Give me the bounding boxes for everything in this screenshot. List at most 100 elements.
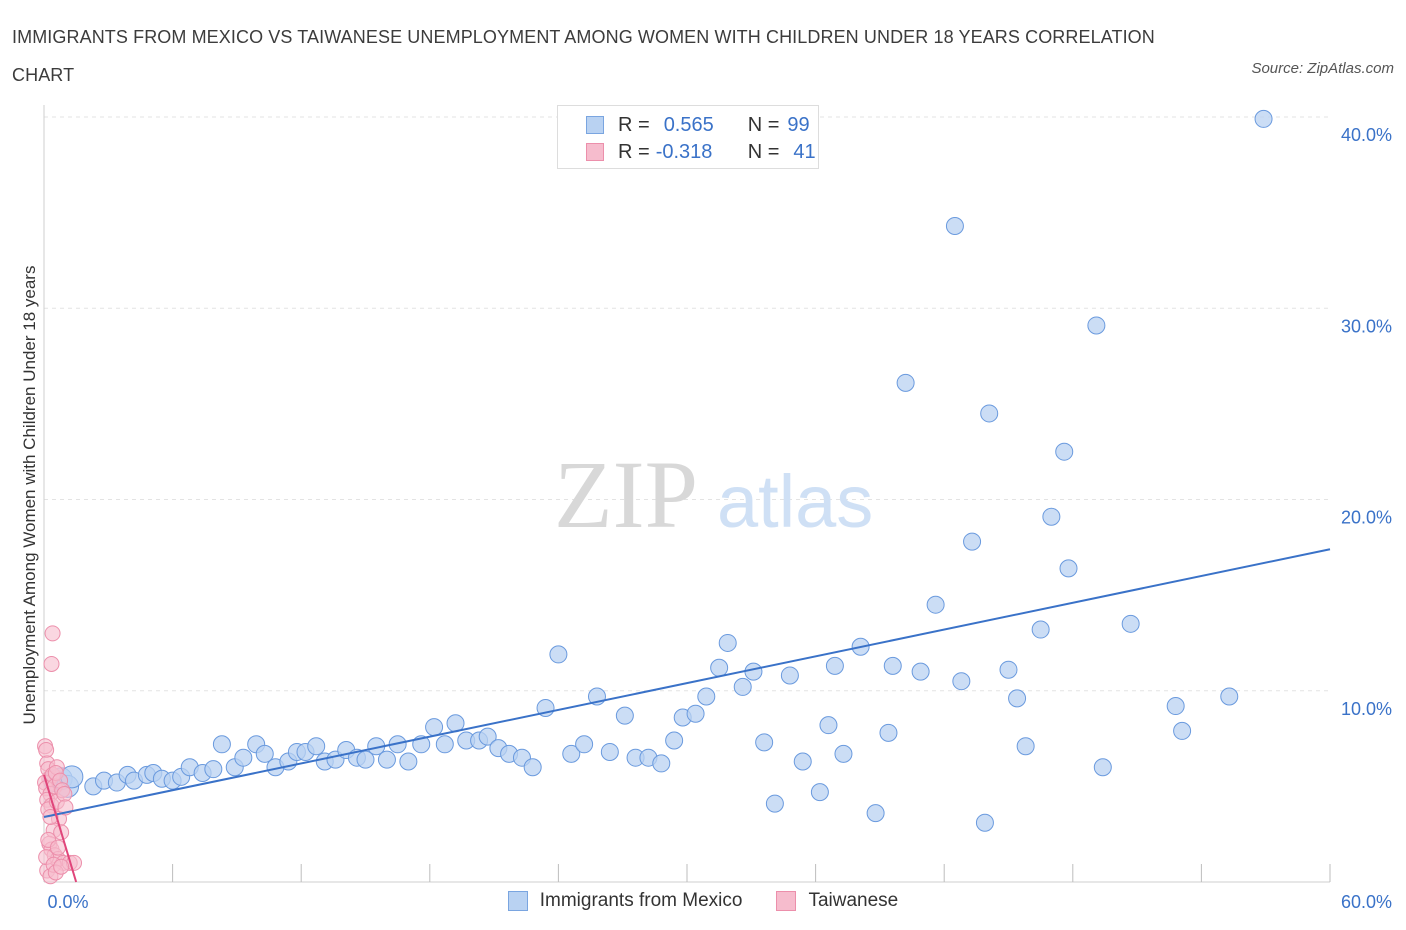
bottom-legend: Immigrants from Mexico Taiwanese — [0, 890, 1406, 912]
legend: R = 0.565 N = 99 R = -0.318 N = 41 — [557, 105, 819, 169]
point-mexico — [1087, 316, 1106, 335]
point-mexico — [911, 662, 930, 681]
point-mexico — [755, 733, 774, 752]
point-taiwanese — [53, 858, 70, 875]
legend-n-label: N = — [747, 140, 780, 163]
point-mexico — [1055, 442, 1074, 461]
point-mexico — [1121, 614, 1140, 633]
trend-line-taiwanese — [43, 774, 78, 883]
grid-lines — [44, 116, 1330, 692]
point-mexico — [1042, 507, 1061, 526]
point-mexico — [733, 677, 752, 696]
legend-r-value: -0.318 — [655, 140, 713, 163]
point-mexico — [945, 217, 964, 236]
legend-swatch-taiwanese — [586, 143, 604, 161]
bottom-legend-label-mexico: Immigrants from Mexico — [539, 890, 743, 911]
watermark-atlas: atlas — [717, 460, 873, 543]
legend-row-taiwanese: R = -0.318 N = 41 — [586, 139, 816, 165]
y-tick-label: 30.0% — [1341, 316, 1392, 336]
point-mexico — [523, 758, 542, 777]
point-mexico — [710, 658, 729, 677]
point-mexico — [575, 735, 594, 754]
point-mexico — [926, 595, 945, 614]
point-mexico — [1166, 697, 1185, 716]
point-mexico — [1173, 721, 1192, 740]
point-mexico — [204, 760, 223, 779]
point-mexico — [697, 687, 716, 706]
source-label: Source: ZipAtlas.com — [1251, 60, 1394, 77]
point-mexico — [780, 666, 799, 685]
legend-n-value: 41 — [793, 140, 816, 163]
series-taiwanese-points — [37, 625, 83, 885]
point-mexico — [652, 754, 671, 773]
point-mexico — [1016, 737, 1035, 756]
chart-title: IMMIGRANTS FROM MEXICO VS TAIWANESE UNEM… — [12, 27, 1155, 85]
trend-lines — [43, 548, 1331, 883]
point-taiwanese — [44, 625, 61, 642]
point-mexico — [399, 752, 418, 771]
point-mexico — [686, 704, 705, 723]
bottom-legend-swatch-mexico — [507, 891, 528, 911]
legend-n-value: 99 — [787, 113, 810, 136]
point-mexico — [356, 750, 375, 769]
point-taiwanese — [49, 839, 66, 856]
point-mexico — [963, 532, 982, 551]
point-mexico — [810, 783, 829, 802]
point-mexico — [615, 706, 634, 725]
point-mexico — [975, 813, 994, 832]
point-mexico — [952, 672, 971, 691]
x-tick-label: 0.0% — [47, 892, 88, 912]
point-mexico — [549, 645, 568, 664]
point-taiwanese — [56, 786, 73, 803]
point-taiwanese — [38, 742, 55, 759]
point-mexico — [478, 727, 497, 746]
point-mexico — [825, 656, 844, 675]
y-axis-label: Unemployment Among Women with Children U… — [20, 266, 39, 725]
bottom-legend-swatch-taiwanese — [776, 891, 797, 911]
point-mexico — [1059, 559, 1078, 578]
point-mexico — [255, 744, 274, 763]
point-mexico — [425, 718, 444, 737]
watermark: ZIP atlas — [554, 441, 873, 548]
legend-row-mexico: R = 0.565 N = 99 — [586, 112, 810, 138]
series-mexico-points — [43, 109, 1273, 832]
legend-n-label: N = — [747, 113, 780, 136]
point-mexico — [999, 660, 1018, 679]
point-mexico — [665, 731, 684, 750]
legend-swatch-mexico — [586, 116, 604, 134]
point-mexico — [600, 742, 619, 761]
y-tick-label: 20.0% — [1341, 508, 1392, 528]
y-tick-label: 40.0% — [1341, 125, 1392, 145]
point-mexico — [744, 662, 763, 681]
y-tick-label: 10.0% — [1341, 699, 1392, 719]
legend-r-value: 0.565 — [663, 113, 714, 136]
point-mexico — [234, 748, 253, 767]
watermark-zip: ZIP — [554, 441, 698, 548]
point-mexico — [793, 752, 812, 771]
point-mexico — [1093, 758, 1112, 777]
point-mexico — [1008, 689, 1027, 708]
point-mexico — [1220, 687, 1239, 706]
point-taiwanese — [42, 808, 59, 825]
point-mexico — [562, 744, 581, 763]
point-mexico — [1254, 109, 1273, 128]
point-mexico — [896, 373, 915, 392]
point-mexico — [1031, 620, 1050, 639]
legend-r-label: R = — [618, 140, 650, 163]
point-mexico — [879, 723, 898, 742]
legend-r-label: R = — [618, 113, 650, 136]
point-mexico — [435, 735, 454, 754]
point-mexico — [866, 804, 885, 823]
point-mexico — [819, 716, 838, 735]
tick-labels: 10.0% 20.0% 30.0% 40.0% 0.0% 60.0% — [47, 125, 1392, 912]
point-taiwanese — [43, 655, 60, 672]
point-mexico — [980, 404, 999, 423]
bottom-legend-label-taiwanese: Taiwanese — [808, 890, 899, 911]
point-mexico — [212, 735, 231, 754]
bottom-legend-taiwanese: Taiwanese — [776, 890, 898, 912]
trend-line-mexico — [43, 548, 1331, 818]
x-tick-label: 60.0% — [1341, 892, 1392, 912]
point-mexico — [765, 794, 784, 813]
point-mexico — [834, 744, 853, 763]
